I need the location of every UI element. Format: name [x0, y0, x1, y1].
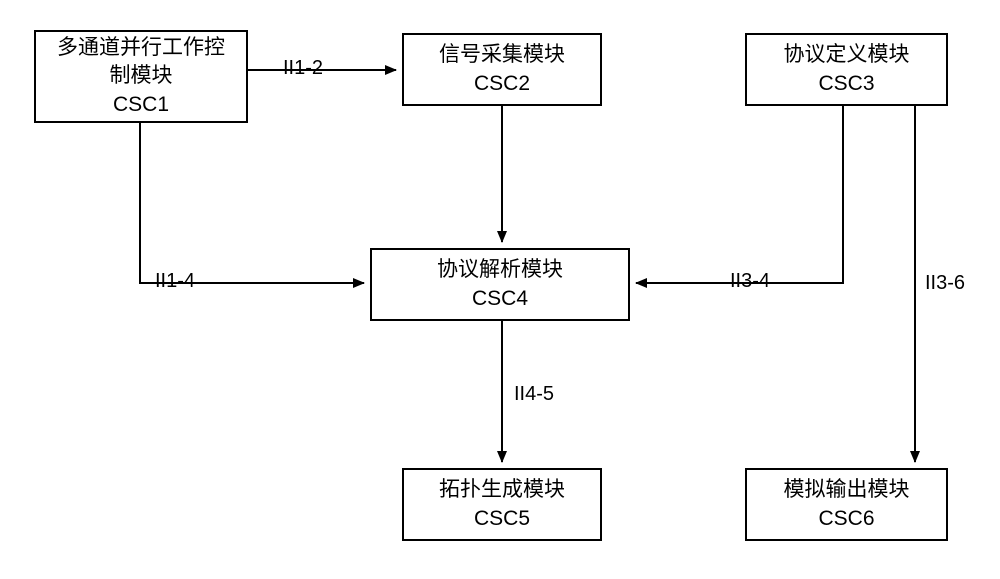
edge-label-ii3-6: II3-6 — [925, 272, 965, 295]
node-csc2: 信号采集模块 CSC2 — [402, 33, 602, 106]
node-title: 协议解析模块 — [437, 256, 563, 284]
node-code: CSC5 — [474, 505, 530, 533]
module-flowchart: 多通道并行工作控 制模块 CSC1 信号采集模块 CSC2 协议定义模块 CSC… — [0, 0, 1000, 579]
node-csc4: 协议解析模块 CSC4 — [370, 248, 630, 321]
edge-label-ii1-2: II1-2 — [283, 57, 323, 80]
node-code: CSC6 — [818, 505, 874, 533]
node-title: 协议定义模块 — [784, 41, 910, 69]
edge-csc3-csc4 — [636, 106, 843, 283]
node-code: CSC3 — [818, 70, 874, 98]
node-code: CSC1 — [113, 91, 169, 119]
node-code: CSC4 — [472, 285, 528, 313]
node-title: 模拟输出模块 — [784, 476, 910, 504]
node-csc3: 协议定义模块 CSC3 — [745, 33, 948, 106]
edge-label-ii4-5: II4-5 — [514, 383, 554, 406]
node-title: 信号采集模块 — [439, 41, 565, 69]
edge-label-ii1-4: II1-4 — [155, 270, 195, 293]
node-code: CSC2 — [474, 70, 530, 98]
node-title: 多通道并行工作控 — [57, 34, 225, 62]
node-title: 拓扑生成模块 — [439, 476, 565, 504]
edge-csc1-csc4 — [140, 123, 364, 283]
node-csc1: 多通道并行工作控 制模块 CSC1 — [34, 30, 248, 123]
node-csc6: 模拟输出模块 CSC6 — [745, 468, 948, 541]
node-subtitle: 制模块 — [110, 62, 173, 90]
node-csc5: 拓扑生成模块 CSC5 — [402, 468, 602, 541]
edge-label-ii3-4: II3-4 — [730, 270, 770, 293]
